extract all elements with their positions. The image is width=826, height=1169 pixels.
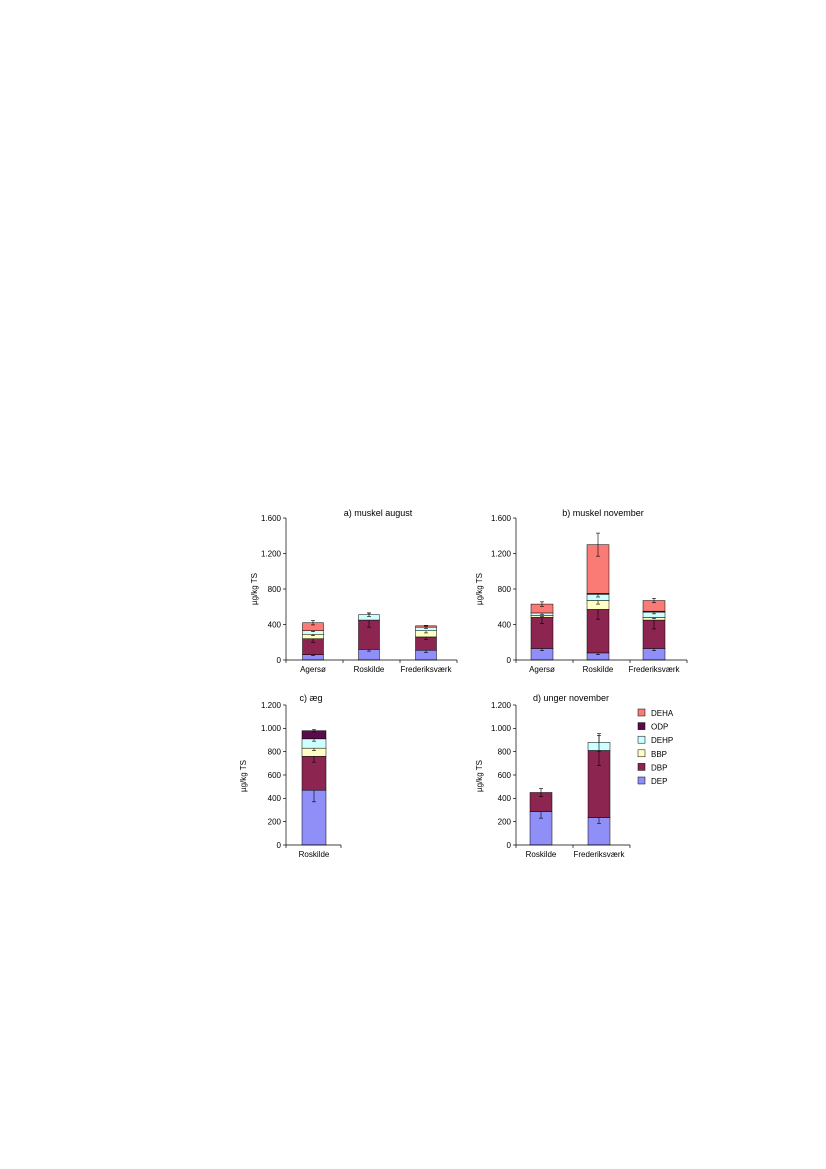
legend-swatch-DEHP <box>637 735 646 744</box>
y-tick-label: 800 <box>268 585 282 594</box>
legend-label-DEHP: DEHP <box>651 736 673 745</box>
y-tick-label: 0 <box>507 656 512 665</box>
x-tick-label: Frederiksværk <box>400 665 452 674</box>
chart-title: b) muskel november <box>562 508 644 518</box>
x-tick-label: Agersø <box>300 665 326 674</box>
x-tick-label: Roskilde <box>299 850 330 859</box>
legend-swatch-ODP <box>637 722 646 730</box>
chart-title: c) æg <box>299 693 322 703</box>
y-tick-label: 800 <box>498 585 512 594</box>
y-tick-label: 600 <box>268 771 282 780</box>
x-tick-label: Roskilde <box>354 665 385 674</box>
y-tick-label: 1.200 <box>261 549 282 558</box>
bars <box>530 532 666 661</box>
y-tick-label: 200 <box>498 817 512 826</box>
legend-label-ODP: ODP <box>651 723 668 732</box>
chart-panel-2: b) muskel november µg/kg TS 0 400 800 1.200 1.… <box>475 508 688 674</box>
y-tick-label: 800 <box>498 747 512 756</box>
legend-swatch-BBP <box>637 749 646 758</box>
y-tick-label: 400 <box>268 620 282 629</box>
chart-title: a) muskel august <box>344 508 413 518</box>
chart-panel-4: d) unger november µg/kg TS 0 200 400 600 800 1.… <box>475 693 631 859</box>
y-tick-label: 0 <box>277 656 282 665</box>
chart-panel-3: c) æg µg/kg TS 0 200 400 600 800 1.000 1.200 Rosk… <box>239 693 342 859</box>
bars <box>302 612 437 661</box>
legend-label-DBP: DBP <box>651 763 667 772</box>
y-tick-label: 1.600 <box>261 514 282 523</box>
bars <box>301 729 327 846</box>
y-tick-label: 1.000 <box>491 724 512 733</box>
y-tick-label: 200 <box>268 817 282 826</box>
legend-label-BBP: BBP <box>651 750 667 759</box>
y-tick-label: 0 <box>507 841 512 850</box>
y-tick-label: 400 <box>498 620 512 629</box>
y-tick-label: 400 <box>498 794 512 803</box>
y-tick-label: 1.200 <box>491 701 512 710</box>
y-tick-label: 1.200 <box>491 549 512 558</box>
x-tick-label: Frederiksværk <box>573 850 625 859</box>
chart-panel-1: a) muskel august µg/kg TS 0 400 800 1.200 1.60… <box>250 508 458 674</box>
legend-label-DEHA: DEHA <box>651 709 674 718</box>
y-tick-label: 1.600 <box>491 514 512 523</box>
x-tick-label: Frederiksværk <box>628 665 680 674</box>
y-tick-label: 1.000 <box>261 724 282 733</box>
y-tick-label: 400 <box>268 794 282 803</box>
x-tick-label: Roskilde <box>526 850 557 859</box>
y-tick-label: 800 <box>268 747 282 756</box>
y-axis-label: µg/kg TS <box>475 760 484 792</box>
y-axis-label: µg/kg TS <box>475 573 484 605</box>
y-axis-label: µg/kg TS <box>250 573 259 605</box>
chart-title: d) unger november <box>533 693 609 703</box>
legend-swatch-DEP <box>637 776 646 785</box>
legend-label-DEP: DEP <box>651 777 667 786</box>
y-tick-label: 600 <box>498 771 512 780</box>
y-tick-label: 0 <box>277 841 282 850</box>
x-tick-label: Roskilde <box>583 665 614 674</box>
y-axis-label: µg/kg TS <box>239 760 248 792</box>
y-tick-label: 1.200 <box>261 701 282 710</box>
legend: DEHA ODP DEHP BBP DBP DEP <box>637 708 674 786</box>
bars <box>529 733 611 846</box>
legend-swatch-DBP <box>637 763 646 771</box>
legend-swatch-DEHA <box>637 708 646 717</box>
x-tick-label: Agersø <box>529 665 555 674</box>
